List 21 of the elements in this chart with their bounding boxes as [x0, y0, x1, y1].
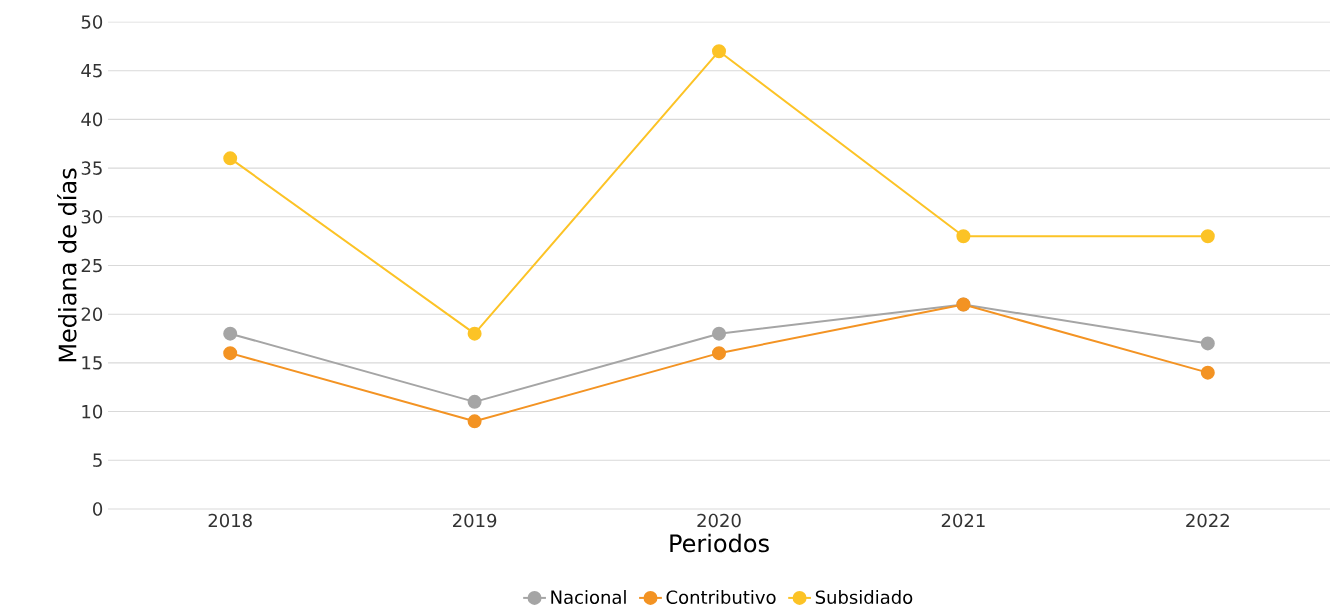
x-tick-label: 2020 [697, 513, 741, 528]
x-axis-title: Periodos [670, 533, 769, 553]
y-tick-label: 50 [81, 15, 103, 29]
y-tick-label: 45 [81, 63, 102, 78]
y-tick-label: 15 [82, 356, 102, 370]
y-axis-title: Mediana de días [57, 168, 77, 362]
y-tick-label: 35 [81, 161, 102, 175]
x-tick-label: 2019 [453, 513, 497, 528]
y-tick-label: 0 [93, 502, 103, 516]
legend-label: Subsidiado [815, 590, 913, 604]
y-tick-label: 30 [81, 209, 103, 224]
x-tick-label: 2022 [1186, 513, 1229, 528]
y-tick-label: 20 [81, 307, 103, 321]
x-tick-label: 2018 [208, 513, 252, 528]
y-tick-label: 40 [81, 112, 103, 127]
legend-label: Nacional [551, 590, 626, 604]
y-tick-label: 10 [82, 404, 103, 419]
x-tick-label: 2021 [941, 513, 985, 528]
y-tick-label: 5 [93, 453, 102, 467]
legend-label: Contributivo [666, 590, 776, 604]
y-tick-label: 25 [81, 258, 102, 273]
